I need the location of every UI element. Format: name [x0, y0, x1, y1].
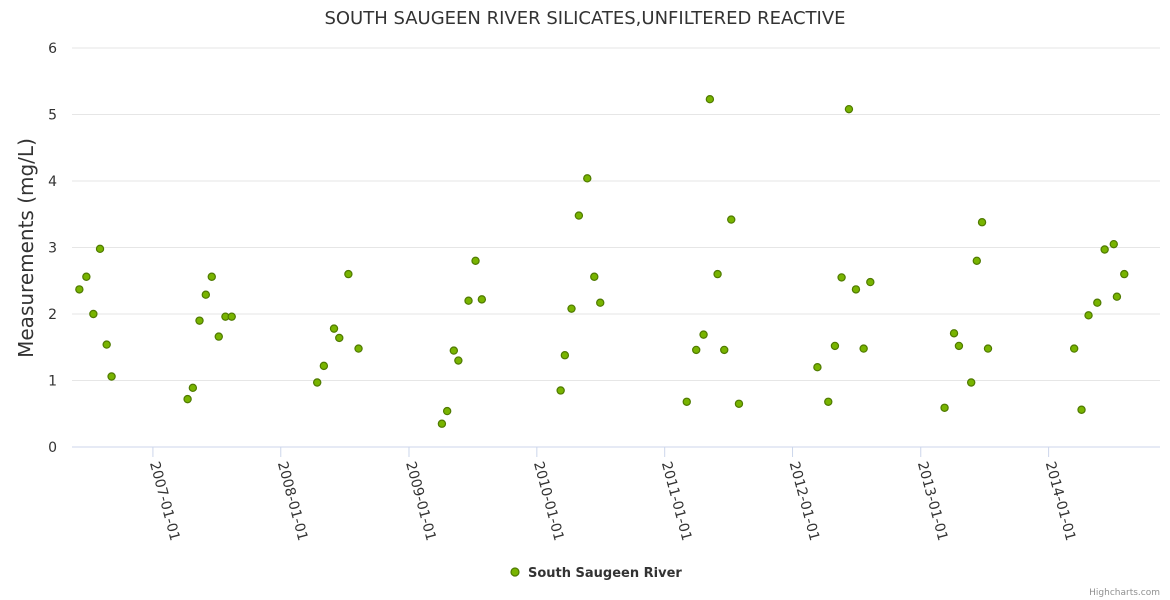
- data-point[interactable]: [844, 104, 854, 114]
- data-point[interactable]: [1109, 239, 1118, 249]
- data-point[interactable]: [560, 351, 570, 360]
- y-axis-label: Measurements (mg/L): [14, 138, 38, 358]
- data-point[interactable]: [1112, 292, 1122, 301]
- data-point[interactable]: [949, 329, 959, 338]
- data-point[interactable]: [89, 309, 98, 319]
- data-point[interactable]: [713, 269, 722, 279]
- data-point[interactable]: [471, 256, 480, 265]
- data-point[interactable]: [201, 290, 211, 299]
- data-point[interactable]: [720, 345, 729, 355]
- data-point[interactable]: [567, 304, 576, 313]
- x-tick-label: 2013-01-01: [914, 460, 951, 543]
- x-axis-ticks: 2007-01-01 2008-01-01 2009-01-01 2010-01-01…: [146, 447, 1078, 543]
- data-point[interactable]: [95, 244, 105, 254]
- data-point[interactable]: [319, 361, 329, 371]
- credits-link[interactable]: Highcharts.com: [1089, 588, 1160, 598]
- y-tick-label: 0: [48, 440, 57, 456]
- data-point[interactable]: [830, 341, 840, 351]
- data-point[interactable]: [102, 340, 111, 349]
- data-point[interactable]: [207, 272, 216, 281]
- data-point[interactable]: [983, 344, 993, 353]
- y-tick-label: 4: [48, 174, 57, 190]
- data-point[interactable]: [972, 256, 981, 265]
- x-tick-label: 2011-01-01: [658, 460, 695, 543]
- grid-layer: [72, 47, 1160, 381]
- series-points[interactable]: [75, 95, 1129, 428]
- y-tick-label: 3: [48, 241, 57, 257]
- data-point[interactable]: [1084, 311, 1093, 320]
- data-point[interactable]: [214, 332, 223, 341]
- data-point[interactable]: [1120, 269, 1129, 279]
- data-point[interactable]: [866, 277, 875, 287]
- data-point[interactable]: [859, 344, 868, 353]
- data-point[interactable]: [477, 295, 487, 304]
- data-point[interactable]: [837, 273, 846, 282]
- x-tick-label: 2012-01-01: [786, 460, 823, 543]
- x-tick-label: 2010-01-01: [530, 460, 567, 543]
- data-point[interactable]: [1093, 298, 1102, 307]
- data-point[interactable]: [329, 324, 339, 333]
- data-point[interactable]: [449, 346, 459, 355]
- x-tick-label: 2008-01-01: [274, 460, 311, 543]
- data-point[interactable]: [699, 330, 708, 339]
- data-point[interactable]: [813, 363, 822, 372]
- data-point[interactable]: [188, 383, 198, 393]
- data-point[interactable]: [437, 419, 447, 428]
- data-point[interactable]: [940, 403, 949, 412]
- data-point[interactable]: [574, 211, 584, 220]
- y-tick-label: 6: [48, 41, 57, 57]
- data-point[interactable]: [590, 272, 599, 281]
- data-point[interactable]: [75, 285, 84, 294]
- y-axis-ticks: 0 1 2 3 4 5 6: [48, 41, 57, 456]
- data-point[interactable]: [1069, 344, 1079, 353]
- data-point[interactable]: [556, 386, 565, 395]
- legend[interactable]: South Saugeen River: [510, 566, 682, 581]
- data-point[interactable]: [354, 344, 363, 353]
- y-tick-label: 2: [48, 307, 57, 323]
- data-point[interactable]: [705, 95, 715, 104]
- data-point[interactable]: [954, 341, 964, 351]
- data-point[interactable]: [227, 312, 236, 321]
- data-point[interactable]: [596, 298, 605, 307]
- data-point[interactable]: [851, 285, 861, 294]
- data-point[interactable]: [82, 272, 91, 281]
- data-point[interactable]: [442, 406, 452, 416]
- data-point[interactable]: [824, 397, 833, 406]
- data-point[interactable]: [464, 296, 473, 305]
- data-point[interactable]: [966, 378, 976, 387]
- data-point[interactable]: [727, 215, 736, 224]
- data-point[interactable]: [977, 218, 987, 227]
- x-tick-label: 2014-01-01: [1042, 460, 1079, 543]
- data-point[interactable]: [1077, 405, 1086, 414]
- legend-label-south-saugeen-river[interactable]: South Saugeen River: [528, 566, 682, 581]
- data-point[interactable]: [335, 333, 344, 343]
- data-point[interactable]: [1100, 245, 1109, 254]
- data-point[interactable]: [313, 378, 322, 387]
- data-point[interactable]: [682, 397, 691, 406]
- x-tick-label: 2007-01-01: [146, 460, 183, 543]
- x-tick-label: 2009-01-01: [402, 460, 439, 543]
- chart-title: SOUTH SAUGEEN RIVER SILICATES,UNFILTERED…: [324, 8, 845, 29]
- data-point[interactable]: [344, 269, 353, 279]
- data-point[interactable]: [583, 174, 592, 183]
- data-point[interactable]: [107, 372, 116, 381]
- data-point[interactable]: [183, 394, 192, 404]
- data-point[interactable]: [734, 399, 744, 408]
- legend-marker-icon[interactable]: [510, 567, 520, 577]
- y-tick-label: 1: [48, 374, 57, 390]
- y-tick-label: 5: [48, 108, 57, 124]
- data-point[interactable]: [195, 316, 204, 325]
- data-point[interactable]: [454, 356, 463, 365]
- data-point[interactable]: [692, 345, 701, 355]
